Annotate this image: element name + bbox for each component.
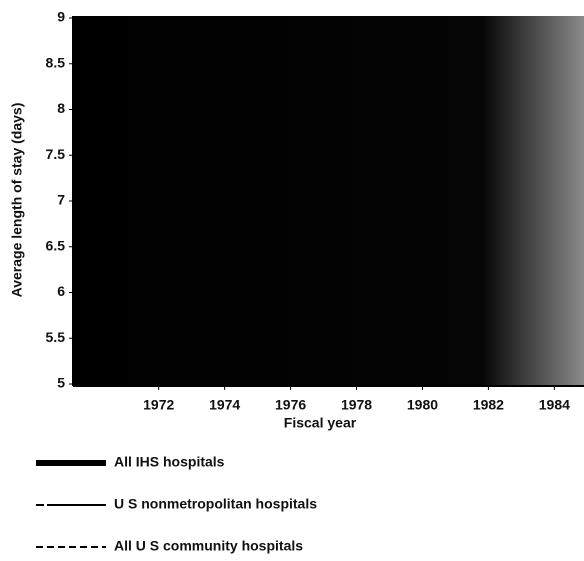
y-tick-label: 8 xyxy=(57,100,65,116)
y-tick-label: 6 xyxy=(57,283,65,299)
x-tick-label: 1982 xyxy=(473,397,504,413)
x-tick-label: 1974 xyxy=(209,397,240,413)
x-axis-label: Fiscal year xyxy=(284,415,357,431)
legend-label: All IHS hospitals xyxy=(114,454,225,470)
y-axis-label: Average length of stay (days) xyxy=(9,103,25,298)
x-tick-label: 1972 xyxy=(143,397,174,413)
y-tick-label: 6.5 xyxy=(46,237,66,253)
legend-label: All U S community hospitals xyxy=(114,538,303,554)
y-tick-label: 5 xyxy=(57,375,65,391)
y-tick-label: 7.5 xyxy=(46,146,66,162)
legend-label: U S nonmetropolitan hospitals xyxy=(114,496,317,512)
plot-area xyxy=(73,16,584,386)
x-tick-label: 1984 xyxy=(539,397,570,413)
x-tick-label: 1978 xyxy=(341,397,372,413)
y-tick-label: 7 xyxy=(57,192,65,208)
y-tick-label: 5.5 xyxy=(46,329,66,345)
x-tick-label: 1976 xyxy=(275,397,306,413)
y-tick-label: 9 xyxy=(57,9,65,25)
y-tick-label: 8.5 xyxy=(46,54,66,70)
x-tick-label: 1980 xyxy=(407,397,438,413)
